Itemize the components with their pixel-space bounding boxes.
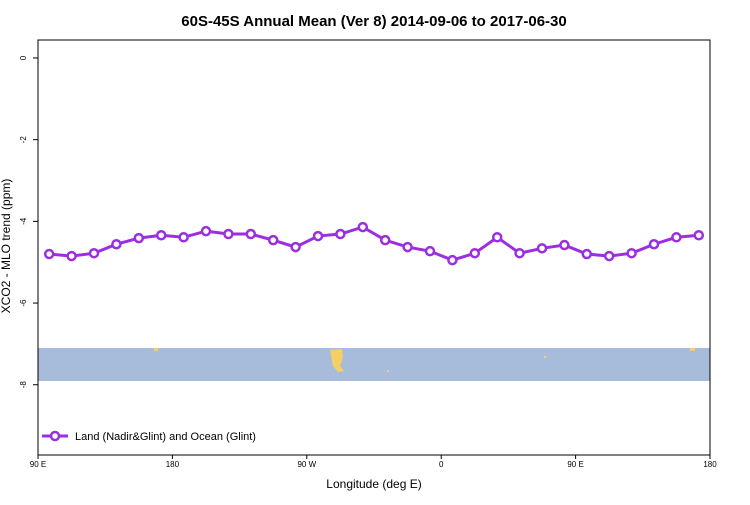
data-point	[133, 232, 145, 244]
y-axis-label: XCO2 - MLO trend (ppm)	[0, 179, 13, 314]
x-tick-label: 0	[439, 460, 444, 469]
data-point	[335, 228, 346, 240]
x-tick-label: 90 E	[30, 460, 46, 469]
land-blob	[387, 370, 389, 372]
data-point	[66, 250, 77, 262]
y-tick-label: -2	[19, 136, 28, 144]
data-point	[200, 225, 212, 237]
data-point	[469, 247, 481, 259]
data-point	[424, 245, 436, 257]
data-point	[111, 238, 122, 250]
data-point	[559, 239, 570, 251]
data-point	[671, 232, 682, 243]
data-point	[178, 232, 189, 243]
plot-frame	[37, 39, 711, 456]
data-point	[290, 241, 301, 253]
data-point	[447, 254, 458, 266]
y-tick-label: -6	[19, 299, 28, 307]
data-point	[357, 221, 369, 233]
x-tick-label: 180	[166, 460, 180, 469]
data-point	[267, 234, 279, 246]
data-point	[312, 230, 324, 242]
x-tick-label: 180	[703, 460, 717, 469]
x-tick-label: 90 W	[297, 460, 316, 469]
data-point	[379, 234, 391, 246]
land-blob	[690, 348, 695, 351]
land-blob	[330, 349, 344, 372]
chart-title: 60S-45S Annual Mean (Ver 8) 2014-09-06 t…	[181, 13, 566, 30]
land-blob	[154, 348, 158, 351]
land-blob	[544, 356, 546, 358]
legend-marker	[49, 430, 61, 442]
data-point	[402, 241, 413, 253]
data-point	[223, 228, 234, 240]
y-tick-label: 0	[19, 55, 28, 60]
data-point	[626, 247, 637, 259]
data-point	[693, 229, 705, 241]
y-tick-label: -8	[19, 381, 28, 389]
series-line	[49, 225, 699, 262]
data-point	[514, 247, 525, 259]
data-point	[648, 238, 660, 250]
data-point	[603, 250, 615, 262]
ocean-band	[38, 348, 710, 381]
data-point	[581, 248, 593, 260]
data-point	[88, 247, 100, 259]
data-point	[536, 243, 548, 254]
data-point	[491, 232, 503, 243]
x-tick-label: 90 E	[567, 460, 583, 469]
data-point	[43, 248, 55, 260]
land-strip	[38, 348, 710, 381]
data-point	[245, 228, 257, 240]
y-tick-label: -4	[19, 217, 28, 225]
data-point	[155, 229, 167, 241]
legend-label: Land (Nadir&Glint) and Ocean (Glint)	[75, 431, 256, 443]
x-axis-label: Longitude (deg E)	[326, 477, 421, 491]
